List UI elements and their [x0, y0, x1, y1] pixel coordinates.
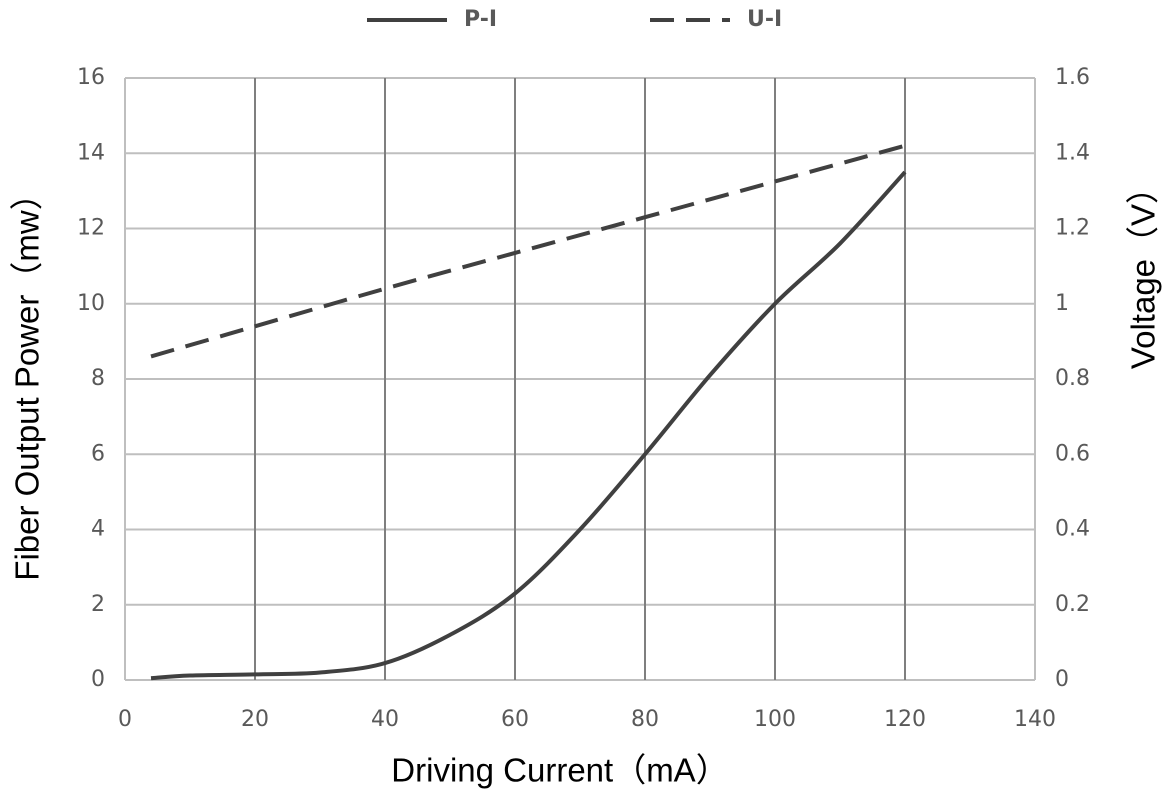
x-tick-label: 40	[371, 707, 399, 732]
y-axis-title: Fiber Output Power（mw）	[9, 177, 46, 580]
y2-tick-label: 0.6	[1055, 441, 1090, 466]
y2-tick-label: 0.8	[1055, 366, 1090, 391]
y-tick-label: 2	[91, 592, 105, 617]
x-tick-label: 140	[1014, 707, 1056, 732]
legend-label: U-I	[747, 7, 782, 32]
x-tick-label: 0	[118, 707, 132, 732]
y2-tick-label: 1	[1055, 291, 1069, 316]
y-tick-label: 4	[91, 517, 105, 542]
y-tick-label: 16	[77, 65, 105, 90]
y-tick-label: 10	[77, 291, 105, 316]
y2-tick-label: 1.2	[1055, 216, 1090, 241]
y2-tick-label: 0.2	[1055, 592, 1090, 617]
series-line	[150, 170, 907, 681]
y2-axis-title: Voltage（V）	[1125, 171, 1162, 369]
x-tick-label: 100	[754, 707, 796, 732]
y2-tick-label: 1.4	[1055, 140, 1090, 165]
y-tick-label: 0	[91, 667, 105, 692]
y2-tick-label: 0.4	[1055, 517, 1090, 542]
x-axis-title: Driving Current（mA）	[391, 752, 728, 789]
x-tick-label: 20	[241, 707, 269, 732]
legend-label: P-I	[464, 7, 497, 32]
x-tick-label: 120	[884, 707, 926, 732]
y-tick-label: 6	[91, 441, 105, 466]
y-tick-label: 12	[77, 216, 105, 241]
y2-tick-label: 1.6	[1055, 65, 1090, 90]
y2-tick-label: 0	[1055, 667, 1069, 692]
x-tick-label: 80	[631, 707, 659, 732]
y-tick-label: 14	[77, 140, 105, 165]
x-tick-label: 60	[501, 707, 529, 732]
y-tick-label: 8	[91, 366, 105, 391]
series-line	[150, 143, 906, 359]
